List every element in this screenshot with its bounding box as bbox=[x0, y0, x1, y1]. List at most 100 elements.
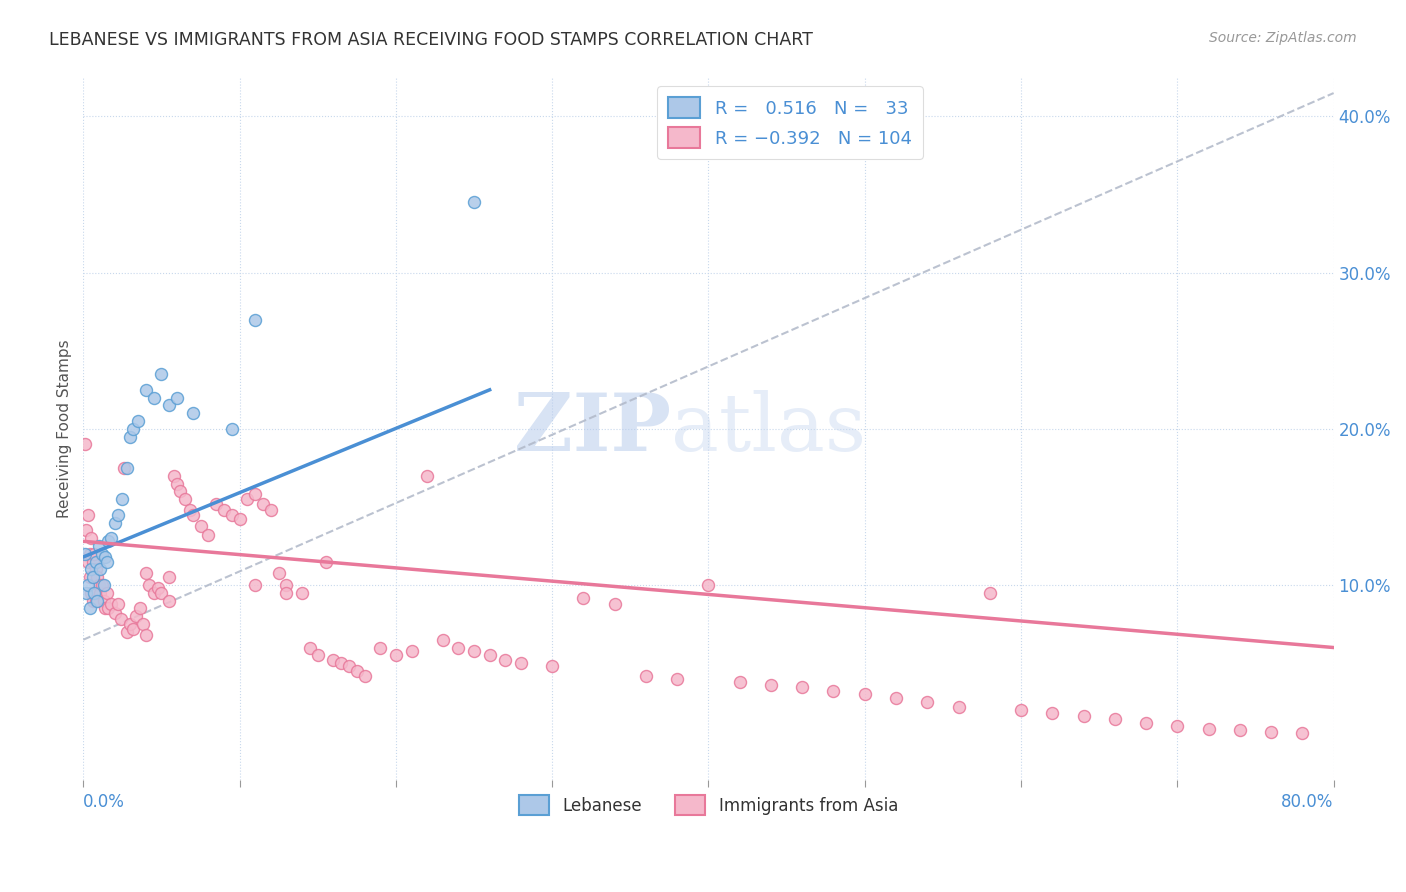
Point bbox=[697, 578, 720, 592]
Point bbox=[245, 487, 267, 501]
Legend: Lebanese, Immigrants from Asia: Lebanese, Immigrants from Asia bbox=[509, 786, 908, 825]
Point bbox=[368, 640, 391, 655]
Point bbox=[228, 512, 250, 526]
Point bbox=[135, 628, 157, 642]
Point bbox=[128, 601, 150, 615]
Point bbox=[77, 508, 100, 522]
Point bbox=[346, 664, 368, 678]
Point bbox=[603, 597, 626, 611]
Point bbox=[666, 672, 689, 686]
Point bbox=[150, 586, 173, 600]
Point bbox=[181, 508, 204, 522]
Point bbox=[96, 555, 118, 569]
Point bbox=[463, 643, 485, 657]
Point bbox=[135, 566, 157, 580]
Point bbox=[190, 518, 212, 533]
Point bbox=[205, 497, 228, 511]
Point bbox=[93, 593, 115, 607]
Point bbox=[572, 591, 595, 605]
Point bbox=[89, 562, 111, 576]
Point bbox=[93, 578, 115, 592]
Point bbox=[157, 399, 180, 413]
Point bbox=[97, 534, 120, 549]
Point bbox=[107, 597, 129, 611]
Point bbox=[307, 648, 329, 663]
Point bbox=[97, 601, 120, 615]
Point bbox=[103, 516, 125, 530]
Point bbox=[509, 656, 531, 670]
Point bbox=[84, 562, 107, 576]
Point bbox=[291, 586, 314, 600]
Point bbox=[1260, 724, 1282, 739]
Point bbox=[267, 566, 290, 580]
Point bbox=[1010, 703, 1032, 717]
Point bbox=[115, 461, 138, 475]
Point bbox=[163, 468, 186, 483]
Point bbox=[447, 640, 470, 655]
Text: LEBANESE VS IMMIGRANTS FROM ASIA RECEIVING FOOD STAMPS CORRELATION CHART: LEBANESE VS IMMIGRANTS FROM ASIA RECEIVI… bbox=[49, 31, 813, 49]
Point bbox=[979, 586, 1001, 600]
Text: ZIP: ZIP bbox=[515, 390, 671, 468]
Point bbox=[138, 578, 160, 592]
Point bbox=[298, 640, 321, 655]
Point bbox=[169, 484, 191, 499]
Point bbox=[131, 617, 153, 632]
Point bbox=[245, 578, 267, 592]
Text: 80.0%: 80.0% bbox=[1281, 793, 1334, 811]
Point bbox=[87, 539, 110, 553]
Point bbox=[91, 547, 114, 561]
Point bbox=[80, 586, 103, 600]
Point bbox=[221, 422, 243, 436]
Point bbox=[917, 695, 939, 709]
Point bbox=[1073, 709, 1095, 723]
Point bbox=[73, 437, 96, 451]
Point bbox=[107, 508, 129, 522]
Point bbox=[1229, 723, 1251, 738]
Point bbox=[125, 609, 148, 624]
Point bbox=[179, 503, 201, 517]
Point bbox=[1291, 726, 1313, 740]
Point bbox=[122, 422, 145, 436]
Point bbox=[1198, 722, 1220, 736]
Point bbox=[252, 497, 274, 511]
Point bbox=[89, 586, 111, 600]
Y-axis label: Receiving Food Stamps: Receiving Food Stamps bbox=[58, 340, 72, 518]
Point bbox=[87, 578, 110, 592]
Point bbox=[478, 648, 501, 663]
Point bbox=[245, 312, 267, 326]
Point bbox=[135, 383, 157, 397]
Point bbox=[111, 492, 134, 507]
Point bbox=[77, 555, 100, 569]
Point bbox=[96, 586, 118, 600]
Point bbox=[86, 593, 108, 607]
Point bbox=[197, 528, 219, 542]
Point bbox=[463, 195, 485, 210]
Text: Source: ZipAtlas.com: Source: ZipAtlas.com bbox=[1209, 31, 1357, 45]
Point bbox=[322, 653, 344, 667]
Point bbox=[728, 674, 751, 689]
Point bbox=[1040, 706, 1063, 720]
Point bbox=[884, 690, 907, 705]
Point bbox=[94, 549, 117, 564]
Point bbox=[91, 578, 114, 592]
Point bbox=[276, 586, 298, 600]
Point bbox=[100, 597, 122, 611]
Point bbox=[759, 678, 782, 692]
Point bbox=[385, 648, 408, 663]
Point bbox=[353, 668, 375, 682]
Point bbox=[84, 593, 107, 607]
Point bbox=[236, 492, 259, 507]
Point bbox=[86, 570, 108, 584]
Point bbox=[823, 684, 845, 698]
Point bbox=[84, 555, 107, 569]
Point bbox=[166, 476, 188, 491]
Point bbox=[77, 578, 100, 592]
Point bbox=[94, 601, 117, 615]
Point bbox=[337, 659, 360, 673]
Point bbox=[166, 391, 188, 405]
Point bbox=[80, 562, 103, 576]
Point bbox=[634, 668, 657, 682]
Point bbox=[150, 368, 173, 382]
Text: 0.0%: 0.0% bbox=[83, 793, 125, 811]
Point bbox=[330, 656, 353, 670]
